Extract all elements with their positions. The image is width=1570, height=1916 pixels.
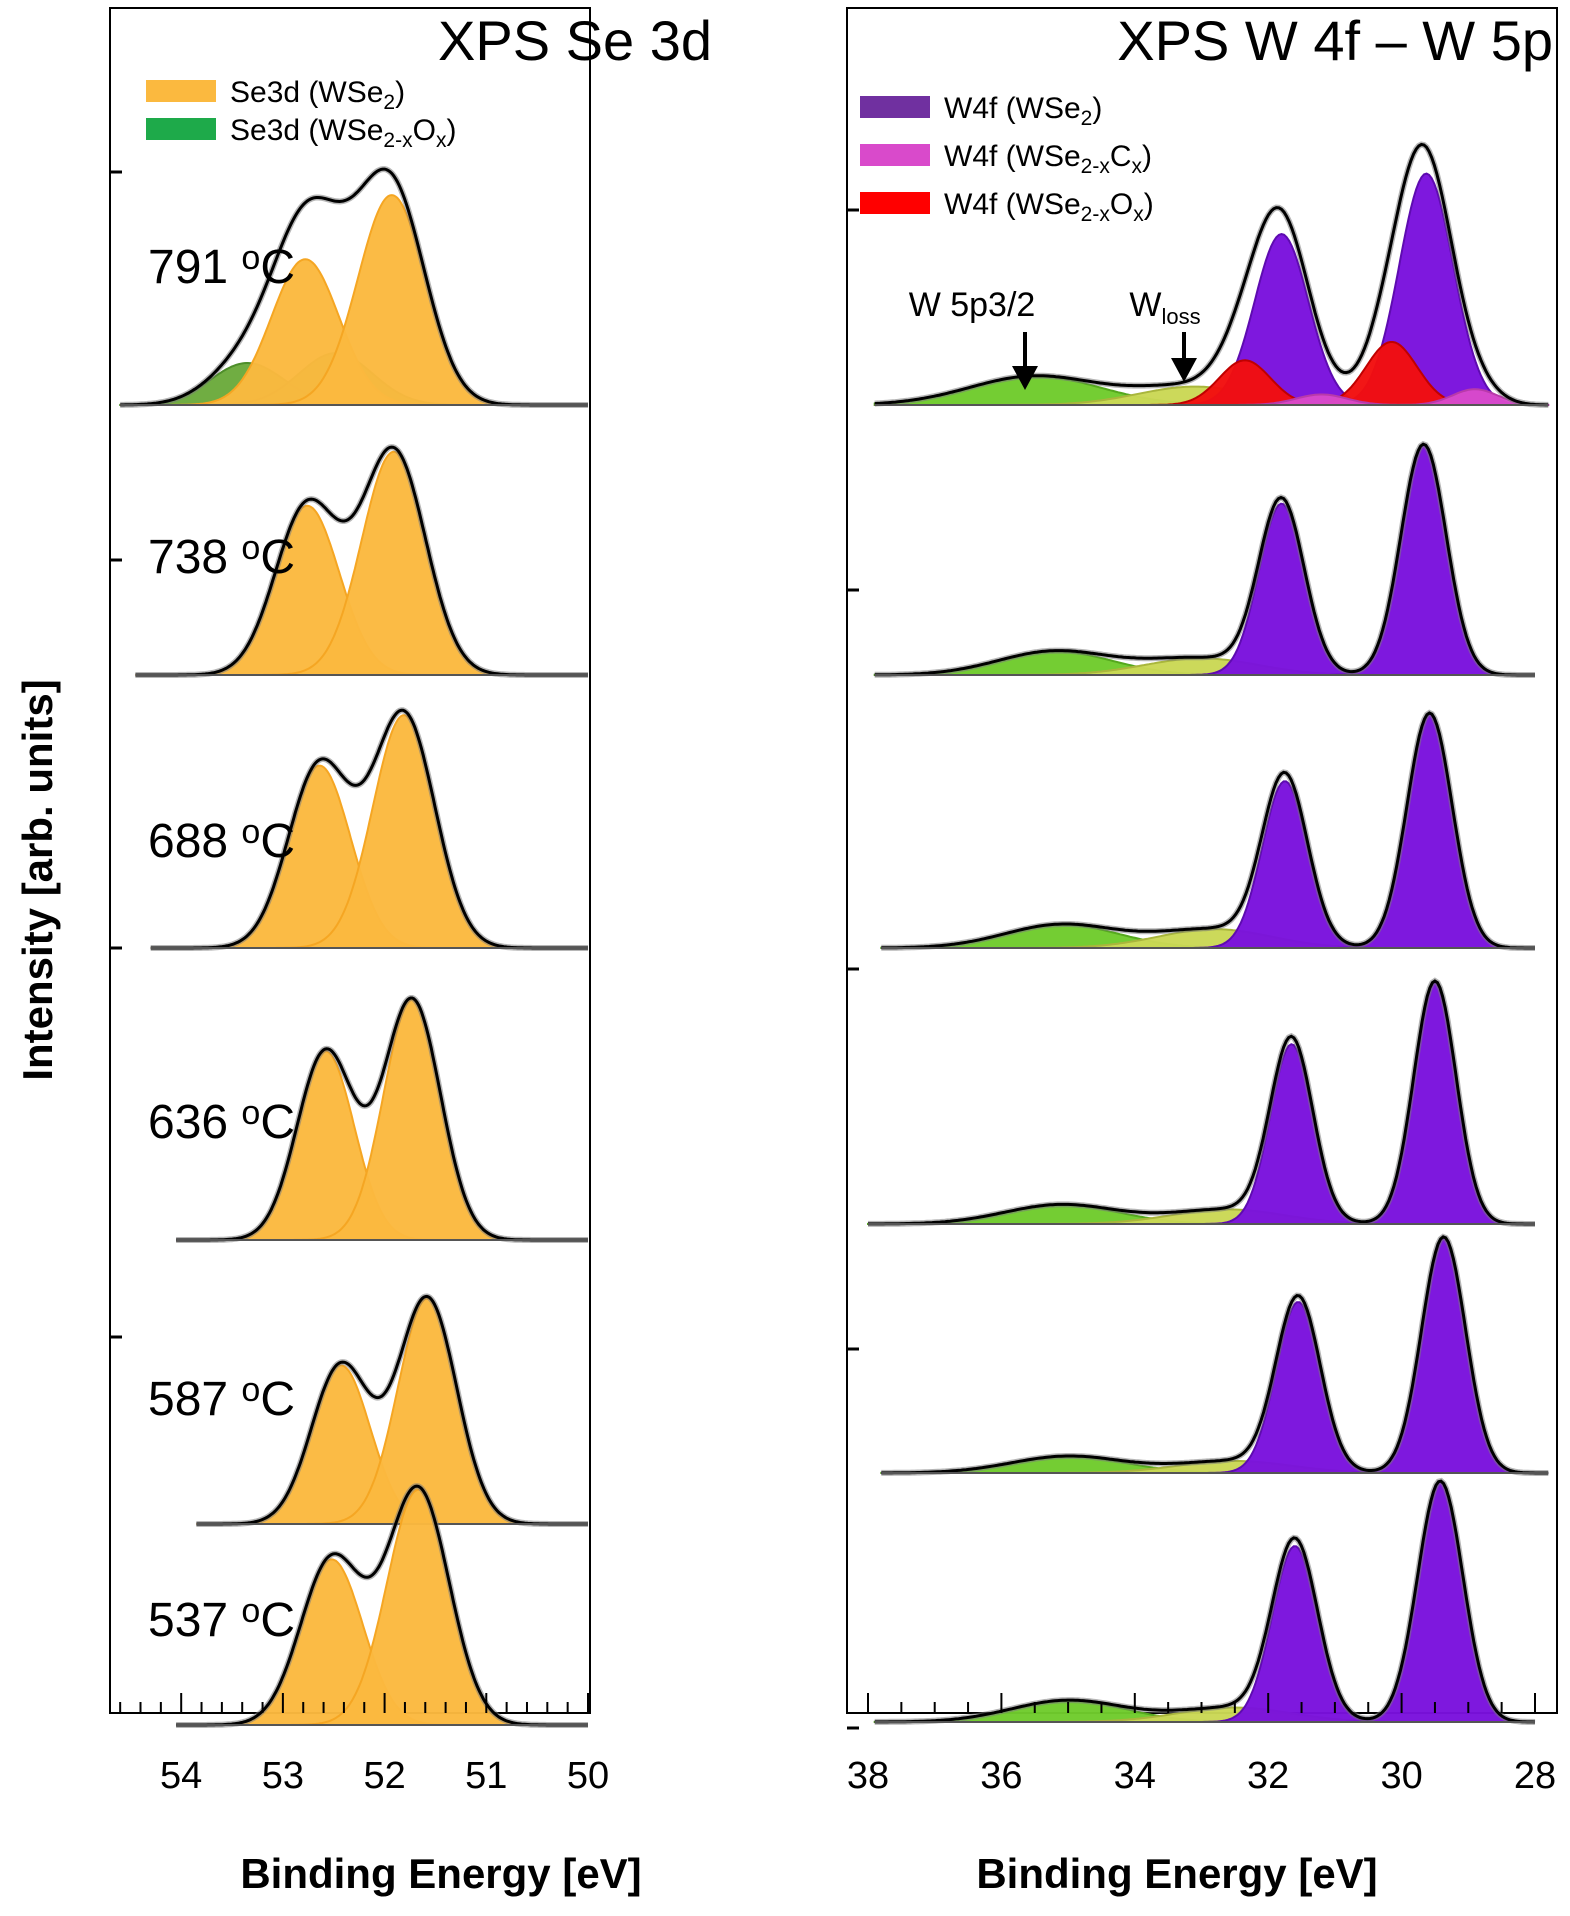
legend-entry-w4f-2: W4f (WSe2-xOx) bbox=[860, 188, 1154, 226]
legend-swatch bbox=[860, 144, 930, 166]
arrow-head bbox=[1012, 366, 1038, 390]
x-axis-label-w4f: Binding Energy [eV] bbox=[976, 1850, 1377, 1897]
spectrum-738C bbox=[873, 440, 1535, 678]
panel-w4f: 38 36 34 32 30 28 W4f (WSe2) W4f (WSe2-xCx) W4f … bbox=[846, 7, 1558, 1797]
temperature-label: 738 oC bbox=[148, 529, 295, 584]
spectrum-636C bbox=[176, 995, 588, 1243]
fit-envelope bbox=[176, 1484, 588, 1727]
fit-envelope bbox=[196, 1294, 588, 1526]
legend-swatch bbox=[146, 118, 216, 140]
x-tick-label: 30 bbox=[1380, 1755, 1422, 1797]
legend-label: Se3d (WSe2) bbox=[230, 76, 405, 114]
x-tick-label: 38 bbox=[847, 1755, 889, 1797]
fit-envelope bbox=[874, 1479, 1536, 1724]
temperature-label: 688 oC bbox=[148, 813, 295, 868]
legend-swatch bbox=[860, 192, 930, 214]
annotation-wloss: Wloss bbox=[1129, 286, 1200, 329]
legend-label: W4f (WSe2) bbox=[944, 92, 1102, 130]
y-axis-label: Intensity [arb. units] bbox=[14, 679, 61, 1080]
fit-envelope bbox=[874, 442, 1535, 677]
arrow-head bbox=[1171, 358, 1197, 382]
fit-envelope bbox=[881, 711, 1535, 950]
temperature-label: 791 oC bbox=[148, 239, 295, 294]
fit-envelope bbox=[881, 1235, 1549, 1475]
legend-label: W4f (WSe2-xOx) bbox=[944, 188, 1154, 226]
spectrum-537C bbox=[176, 1483, 588, 1728]
legend-entry-w4f-1: W4f (WSe2-xCx) bbox=[860, 140, 1152, 178]
panel-se3d: 791 oC 738 oC 688 oC 636 oC 587 oC 537 oC 54 53… bbox=[109, 7, 609, 1797]
peak-w4f-wse2- bbox=[881, 1235, 1549, 1474]
x-tick-label: 36 bbox=[980, 1755, 1022, 1797]
peak-se3d-wse2- bbox=[120, 194, 588, 406]
spectrum-791C bbox=[873, 141, 1550, 408]
peak-se3d-wse2- bbox=[196, 1297, 588, 1525]
x-tick-label: 54 bbox=[160, 1755, 202, 1797]
x-tick-label: 50 bbox=[567, 1755, 609, 1797]
legend-swatch bbox=[146, 80, 216, 102]
spectrum-587C bbox=[196, 1293, 588, 1527]
x-tick-label: 28 bbox=[1514, 1755, 1556, 1797]
temperature-label: 587 oC bbox=[148, 1371, 295, 1426]
panel-se3d-title: XPS Se 3d bbox=[438, 9, 712, 72]
x-tick-label: 52 bbox=[363, 1755, 405, 1797]
legend-swatch bbox=[860, 96, 930, 118]
x-axis-label-se3d: Binding Energy [eV] bbox=[240, 1850, 641, 1897]
spectrum-738C bbox=[135, 444, 588, 678]
legend-entry-se3d-0: Se3d (WSe2) bbox=[146, 76, 405, 114]
fit-envelope bbox=[874, 142, 1549, 407]
spectrum-587C bbox=[880, 1233, 1549, 1476]
x-tick-label: 51 bbox=[465, 1755, 507, 1797]
legend-entry-se3d-1: Se3d (WSe2-xOx) bbox=[146, 114, 456, 152]
fit-envelope bbox=[868, 979, 1535, 1226]
peak-w4f-wse2- bbox=[868, 979, 1535, 1225]
temperature-label: 537 oC bbox=[148, 1592, 295, 1647]
spectrum-636C bbox=[867, 977, 1535, 1227]
annotation-w5p: W 5p3/2 bbox=[909, 286, 1036, 324]
x-tick-label: 53 bbox=[262, 1755, 304, 1797]
panel-w4f-title: XPS W 4f – W 5p bbox=[1117, 9, 1553, 72]
temperature-label: 636 oC bbox=[148, 1094, 295, 1149]
legend-label: Se3d (WSe2-xOx) bbox=[230, 114, 456, 152]
spectrum-791C bbox=[119, 166, 588, 408]
legend-label: W4f (WSe2-xCx) bbox=[944, 140, 1152, 178]
spectrum-688C bbox=[880, 709, 1535, 951]
spectrum-537C bbox=[873, 1477, 1536, 1725]
peak-w4f-wse2- bbox=[881, 711, 1535, 949]
spectrum-688C bbox=[150, 707, 588, 951]
x-tick-label: 32 bbox=[1247, 1755, 1289, 1797]
x-tick-label: 34 bbox=[1114, 1755, 1156, 1797]
peak-w4f-wse2- bbox=[874, 1479, 1536, 1723]
legend-entry-w4f-0: W4f (WSe2) bbox=[860, 92, 1102, 130]
